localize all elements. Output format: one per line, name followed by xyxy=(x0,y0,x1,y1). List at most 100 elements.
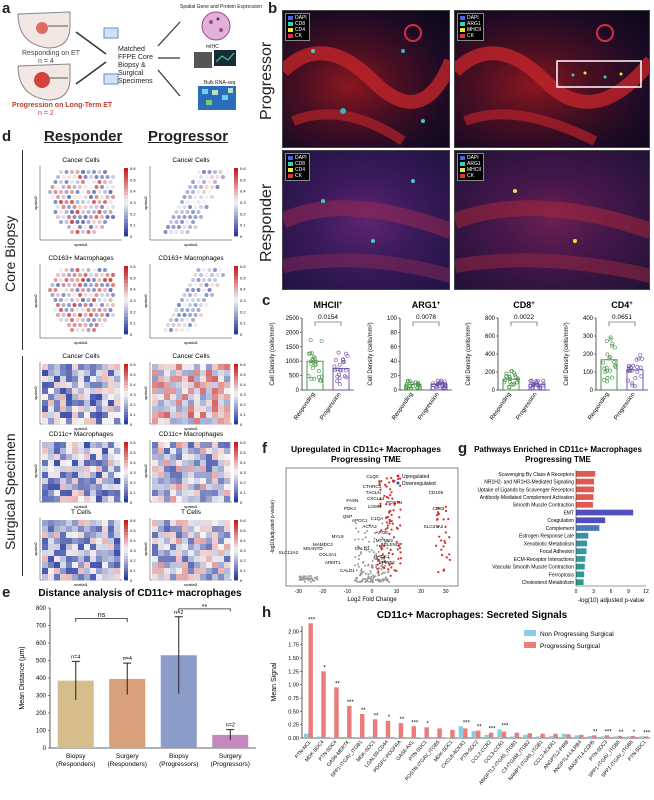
colorbar-seg-s3-14 xyxy=(234,484,238,488)
panel-f-point-grey-83 xyxy=(358,580,361,583)
surgical-cell-4-7-9 xyxy=(96,562,103,569)
surgical-cell-4-0-0 xyxy=(42,520,49,527)
surgical-cell-2-8-4 xyxy=(66,490,73,497)
core-spot-1-6-4 xyxy=(180,200,184,204)
colorbar-seg-s0-8 xyxy=(124,388,128,392)
colorbar-seg-c1-18 xyxy=(234,229,238,233)
surgical-cell-4-4-0 xyxy=(42,544,49,551)
colorbar-tick-s0-3: 0.3 xyxy=(130,392,136,397)
core-spot-1-8-6 xyxy=(191,210,195,214)
panel-e-bracket-ns xyxy=(75,618,128,622)
panel-f-point-grey-133 xyxy=(370,565,373,568)
panel-c-yticklabel-0-1: 500 xyxy=(289,374,300,380)
panel-f-point-grey-110 xyxy=(386,547,389,550)
surgical-cell-3-9-9 xyxy=(206,496,213,503)
panel-c-point-2-0-2 xyxy=(503,378,507,383)
surgical-cell-1-6-12 xyxy=(224,400,231,407)
panel-f-point-up-36 xyxy=(387,568,390,571)
panel-e-title: Distance analysis of CD11c+ macrophages xyxy=(38,588,242,599)
panel-f-point-up-76 xyxy=(385,521,388,524)
panel-c-point-3-1-15 xyxy=(640,356,644,361)
core-map-title-3: CD163+ Macrophages xyxy=(158,255,224,262)
surgical-cell-0-3-0 xyxy=(42,382,49,389)
surgical-cell-4-5-5 xyxy=(72,550,79,557)
surgical-cell-2-6-3 xyxy=(60,478,67,485)
colorbar-seg-c3-17 xyxy=(234,323,238,328)
panel-f-point-up-85 xyxy=(377,570,380,573)
panel-c-point-1-1-19 xyxy=(435,378,440,383)
core-spot-2-5-3 xyxy=(67,293,71,297)
core-spot-1-5-6 xyxy=(193,195,198,199)
panel-f-gene-3: CXCL14 xyxy=(367,496,385,501)
core-spot-2-1-10 xyxy=(105,273,110,277)
panel-f-point-grey-40 xyxy=(383,571,386,574)
panel-f-point-grey-33 xyxy=(358,554,361,557)
panel-c-point-0-1-8 xyxy=(336,350,341,355)
surgical-cell-4-2-10 xyxy=(102,532,109,539)
surgical-cell-4-3-5 xyxy=(72,538,79,545)
surgical-cell-0-8-0 xyxy=(42,412,49,419)
panel-f-point-grey-157 xyxy=(367,545,370,548)
surgical-cell-4-1-3 xyxy=(60,526,67,533)
colorbar-tick-s3-5: 0.1 xyxy=(240,490,246,495)
core-spot-2-5-5 xyxy=(78,293,82,297)
panel-c-point-2-0-20 xyxy=(504,371,509,376)
core-spot-0-8-1 xyxy=(53,210,58,214)
surgical-cell-3-6-4 xyxy=(176,478,183,485)
colorbar-seg-s3-10 xyxy=(234,472,238,476)
surgical-cell-4-0-7 xyxy=(84,520,91,527)
panel-f-point-up-35 xyxy=(389,494,392,497)
surgical-cell-1-4-1 xyxy=(158,388,165,395)
core-spot-2-3-10 xyxy=(105,283,110,287)
panel-e-yticklabel-4: 400 xyxy=(36,676,47,682)
surgical-cell-0-8-4 xyxy=(66,412,73,419)
core-spot-0-10-2 xyxy=(59,220,63,224)
panel-g-bar-0 xyxy=(576,471,596,477)
colorbar-seg-c3-19 xyxy=(234,330,238,335)
core-spot-2-12-8 xyxy=(92,328,96,332)
core-spot-1-10-6 xyxy=(191,220,195,224)
surgical-cell-3-1-7 xyxy=(194,448,201,455)
surgical-cell-0-9-12 xyxy=(114,418,121,425)
colorbar-seg-c0-11 xyxy=(124,205,128,210)
colorbar-tick-s5-3: 0.3 xyxy=(240,548,246,553)
surgical-cell-4-2-11 xyxy=(108,532,115,539)
surgical-cell-5-0-5 xyxy=(182,520,189,527)
panel-c-ylabel-2: Cell Density (cells/mm²) xyxy=(466,322,472,385)
core-map-1: Cancer Cellsspatial1spatial20.60.50.40.3… xyxy=(143,157,246,247)
surgical-cell-0-1-0 xyxy=(42,370,49,377)
colorbar-seg-c3-8 xyxy=(234,293,238,297)
core-spot-0-11-3 xyxy=(67,225,71,229)
core-spot-1-11-3 xyxy=(177,225,181,229)
surgical-cell-1-0-8 xyxy=(200,364,207,371)
colorbar-tick-s4-2: 0.4 xyxy=(130,538,136,543)
surgical-cell-3-9-11 xyxy=(218,496,225,503)
surgical-cell-2-7-9 xyxy=(96,484,103,491)
panel-c-xlabel-2-0: Responding xyxy=(489,392,512,422)
panel-c-ylabel-3: Cell Density (cells/mm²) xyxy=(564,322,570,385)
core-spot-0-6-9 xyxy=(97,200,102,204)
surgical-cell-0-7-6 xyxy=(78,406,85,413)
core-spot-2-7-2 xyxy=(61,303,66,307)
surgical-cell-3-8-12 xyxy=(224,490,231,497)
panel-c-point-1-1-11 xyxy=(438,386,443,391)
core-spot-0-4-7 xyxy=(86,190,91,194)
panel-h-bar-non-11 xyxy=(445,737,451,738)
surgical-cell-2-5-6 xyxy=(78,472,85,479)
surgical-cell-3-4-3 xyxy=(170,466,177,473)
surgical-cell-4-2-0 xyxy=(42,532,49,539)
panel-c-yticklabel-1-2: 40 xyxy=(390,359,397,365)
surgical-cell-4-4-6 xyxy=(78,544,85,551)
panel-h-yticklabel-5: 1.25 xyxy=(288,669,299,675)
colorbar-seg-s3-0 xyxy=(234,442,238,446)
panel-f-point-grey-17 xyxy=(363,546,366,549)
panel-f-point-up-62 xyxy=(385,485,388,488)
surgical-cell-4-1-10 xyxy=(102,526,109,533)
panel-h-sig-9: * xyxy=(426,721,429,727)
panel-f-point-grey-159 xyxy=(377,573,380,576)
surgical-cell-0-6-4 xyxy=(66,400,73,407)
core-spot-1-0-7 xyxy=(196,170,201,174)
surgical-cell-2-0-8 xyxy=(90,442,97,449)
core-spot-3-1-8 xyxy=(204,273,209,277)
panel-c-point-0-0-18 xyxy=(310,357,315,361)
